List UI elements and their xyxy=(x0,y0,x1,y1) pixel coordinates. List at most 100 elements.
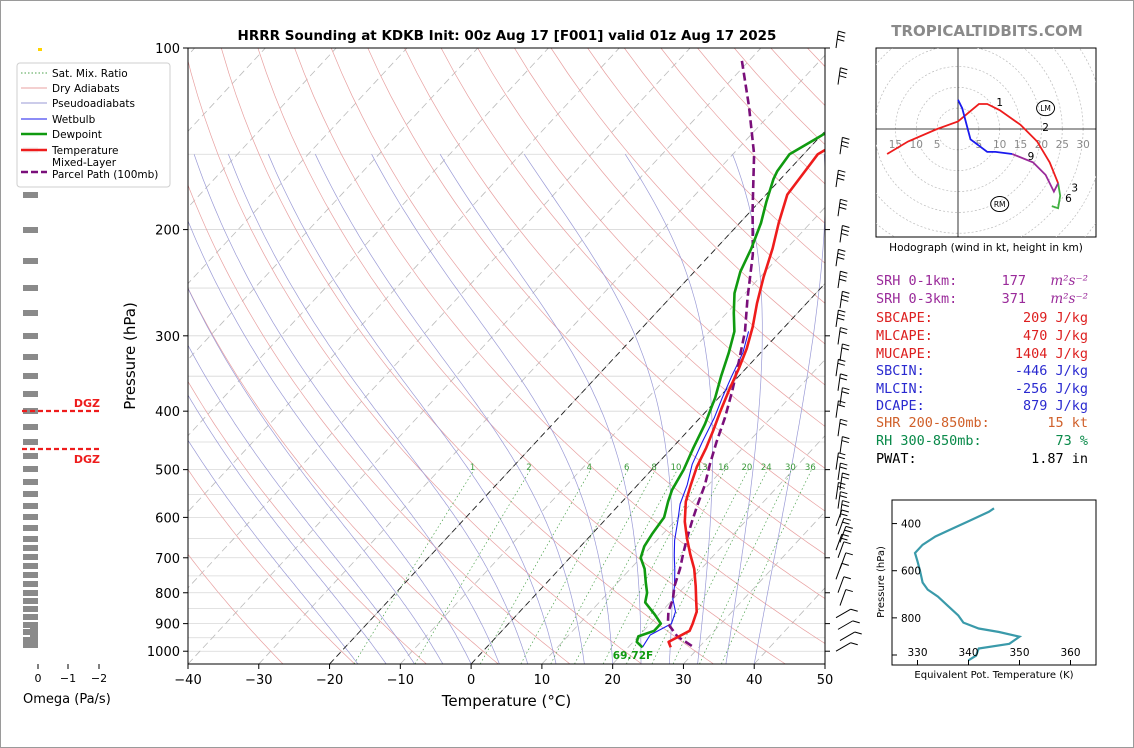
wind-barb-staff xyxy=(837,373,841,391)
mixing-ratio-line xyxy=(479,469,592,664)
index-label: SRH 0-3km: xyxy=(876,291,958,307)
wind-barb-staff xyxy=(835,359,839,377)
y-tick-label: 100 xyxy=(155,42,180,57)
dgz-bottom-label: DGZ xyxy=(74,453,100,466)
wind-barb-flag xyxy=(854,631,862,635)
omega-tick-label: −2 xyxy=(91,672,107,685)
wetbulb-line xyxy=(641,331,750,648)
theta-e-y-tick-label: 400 xyxy=(901,519,921,531)
wind-barb-flag xyxy=(840,418,848,422)
wind-barb xyxy=(835,608,858,619)
omega-bar xyxy=(23,622,38,628)
omega-bar xyxy=(23,525,38,531)
pseudoadiabat-line xyxy=(188,344,415,664)
omega-bar xyxy=(23,192,38,198)
index-value: 209 J/kg xyxy=(1022,310,1088,326)
pseudoadiabat-line xyxy=(523,154,674,664)
legend-label: Mixed-Layer xyxy=(52,157,117,169)
wind-barb xyxy=(839,343,850,361)
wind-barb xyxy=(835,562,849,580)
wind-barb-flag xyxy=(840,537,848,541)
wind-barb-flag xyxy=(839,495,847,499)
wind-barb-flag xyxy=(837,313,845,317)
x-tick-label: 40 xyxy=(746,673,763,688)
mixing-ratio-label: 4 xyxy=(587,463,592,473)
y-axis-label: Pressure (hPa) xyxy=(121,302,139,410)
dry-adiabat-line xyxy=(514,48,825,386)
index-value: 371 xyxy=(1001,291,1026,307)
y-tick-label: 200 xyxy=(155,224,180,239)
index-label: RH 300-850mb: xyxy=(876,433,982,449)
reference-isotherm-line xyxy=(329,130,825,664)
wind-barb xyxy=(837,327,848,345)
omega-bar xyxy=(23,514,38,520)
index-label: PWAT: xyxy=(876,451,917,467)
wind-barb-flag xyxy=(838,309,846,313)
wind-barb xyxy=(839,552,853,569)
pseudoadiabat-line xyxy=(753,154,825,664)
dgz-top-label: DGZ xyxy=(74,397,100,410)
omega-tick-label: −1 xyxy=(60,672,76,685)
wind-barb xyxy=(839,225,850,243)
index-value: -446 J/kg xyxy=(1014,363,1088,379)
hodograph-trace xyxy=(957,99,1013,155)
hodograph-ring-label: 15 xyxy=(1014,139,1027,151)
omega-bar xyxy=(23,391,38,397)
x-tick-label: 10 xyxy=(534,673,551,688)
dry-adiabat-line xyxy=(587,48,825,304)
wind-barb-flag xyxy=(841,298,849,302)
wind-barb xyxy=(837,270,848,289)
theta-e-y-tick-label: 800 xyxy=(901,613,921,625)
wind-barb-flag xyxy=(841,504,849,508)
wind-barb-flag xyxy=(841,229,849,232)
index-value: 879 J/kg xyxy=(1022,398,1088,414)
wind-barbs xyxy=(835,30,862,652)
theta-e-x-tick-label: 350 xyxy=(1009,647,1029,659)
wind-barb-flag xyxy=(841,562,849,566)
wind-barb-flag xyxy=(840,327,848,331)
hodograph-height-label: 2 xyxy=(1042,122,1049,134)
wind-barb-flag xyxy=(842,521,850,525)
wind-barb-flag xyxy=(842,136,850,140)
wind-barb-staff xyxy=(837,419,841,437)
y-tick-label: 700 xyxy=(155,552,180,567)
theta-e-frame xyxy=(891,499,1097,666)
wind-barb xyxy=(839,589,853,606)
reference-isotherm-line xyxy=(470,282,825,664)
isotherm-line xyxy=(188,48,691,589)
dry-adiabat-line xyxy=(188,553,284,664)
wind-barb-staff xyxy=(835,509,843,527)
index-label: SBCAPE: xyxy=(876,310,933,326)
omega-bar xyxy=(23,598,38,604)
wind-barb-flag xyxy=(838,400,846,404)
wind-barb-staff xyxy=(837,491,841,509)
wind-barb xyxy=(835,30,846,49)
omega-bar xyxy=(23,439,38,445)
dry-adiabat-line xyxy=(477,48,825,427)
wind-barb xyxy=(835,533,849,551)
wind-barb-flag xyxy=(841,509,849,513)
wind-barb-flag xyxy=(841,440,849,444)
pseudoadiabat-line xyxy=(439,154,642,664)
wind-barb xyxy=(837,67,848,85)
dry-adiabat-line xyxy=(550,48,825,345)
chart-title: HRRR Sounding at KDKB Init: 00z Aug 17 [… xyxy=(238,28,777,44)
wind-barb xyxy=(835,309,846,327)
omega-bar xyxy=(30,628,38,648)
wind-barb-staff xyxy=(837,463,841,480)
legend-label: Pseudoadiabats xyxy=(52,98,135,110)
wind-barb-staff xyxy=(835,482,839,500)
theta-e-x-tick-label: 340 xyxy=(958,647,978,659)
wind-barb-flag xyxy=(842,343,850,347)
wind-barb-flag xyxy=(839,75,847,79)
wind-barb-flag xyxy=(842,500,850,504)
wind-barb-flag xyxy=(842,472,850,476)
wind-barb-flag xyxy=(837,177,845,181)
omega-bar xyxy=(23,545,38,551)
mixing-ratio-line xyxy=(651,469,749,664)
pseudoadiabat-line xyxy=(188,394,387,664)
index-label: SHR 200-850mb: xyxy=(876,415,990,431)
omega-panel: 0 −1 −2 Omega (Pa/s) DGZ DGZ xyxy=(22,48,111,707)
mixing-ratio-line xyxy=(574,469,678,664)
